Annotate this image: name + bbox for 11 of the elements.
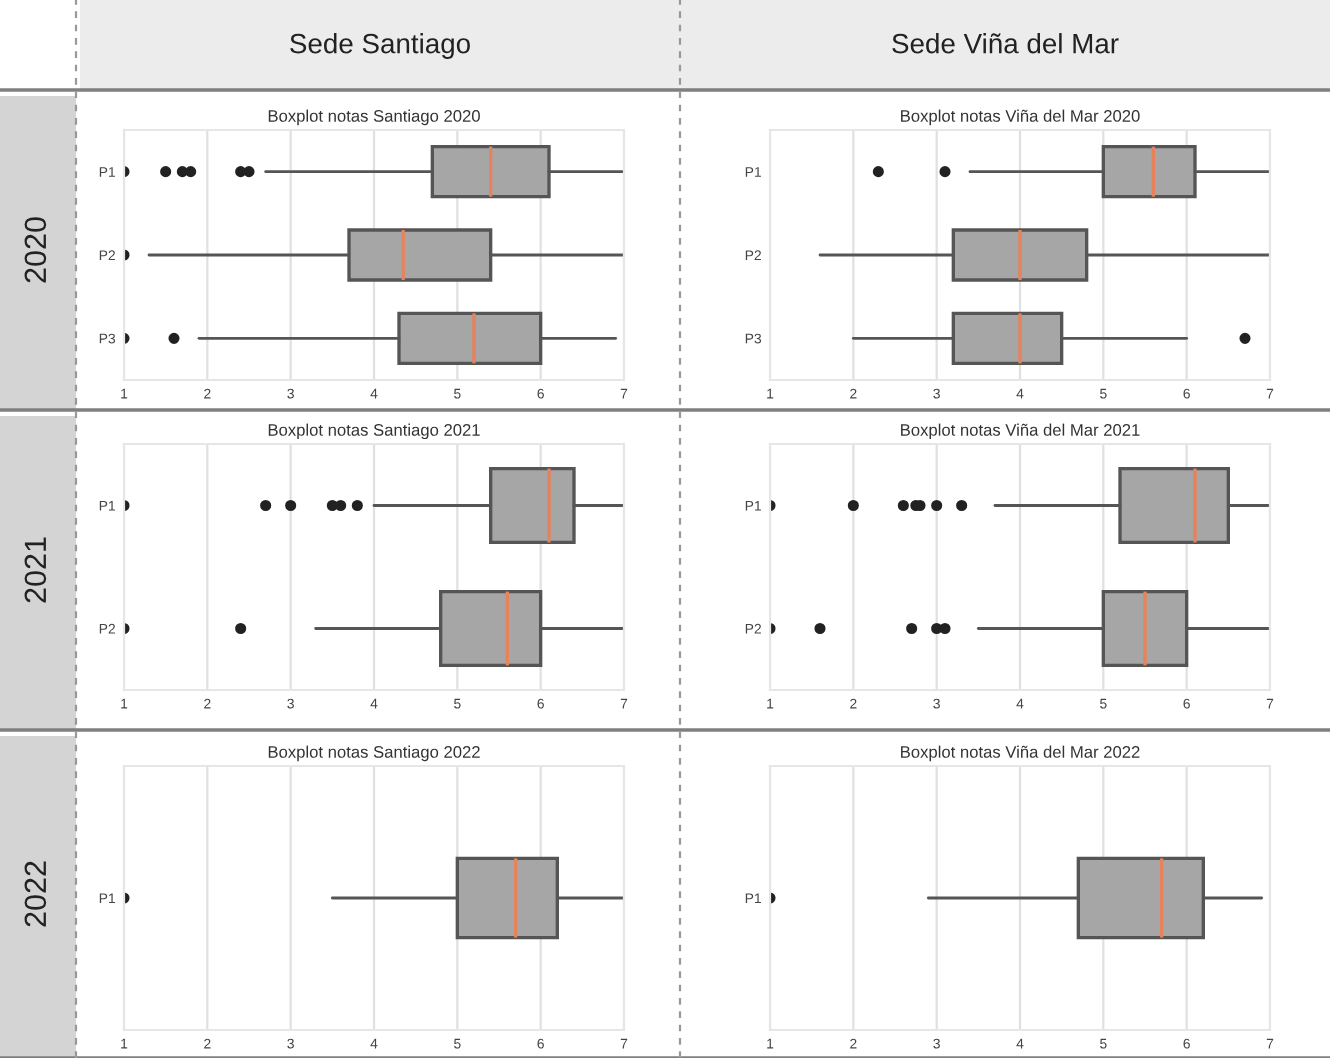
chart-title: Boxplot notas Santiago 2022: [268, 745, 480, 762]
chart-title: Boxplot notas Viña del Mar 2022: [901, 745, 1140, 762]
chart-title: Boxplot notas Viña del Mar 2020: [901, 109, 1140, 126]
text: 2020: [24, 217, 47, 283]
chart-title: Boxplot notas Viña del Mar 2021: [901, 423, 1140, 440]
text: Sede Santiago: [290, 33, 470, 59]
text: 2022: [24, 861, 47, 927]
chart-title: Boxplot notas Santiago 2020: [268, 109, 480, 126]
text: 2021: [24, 537, 47, 603]
text: Sede Viña del Mar: [892, 33, 1119, 54]
chart-title: Boxplot notas Santiago 2021: [268, 423, 480, 440]
